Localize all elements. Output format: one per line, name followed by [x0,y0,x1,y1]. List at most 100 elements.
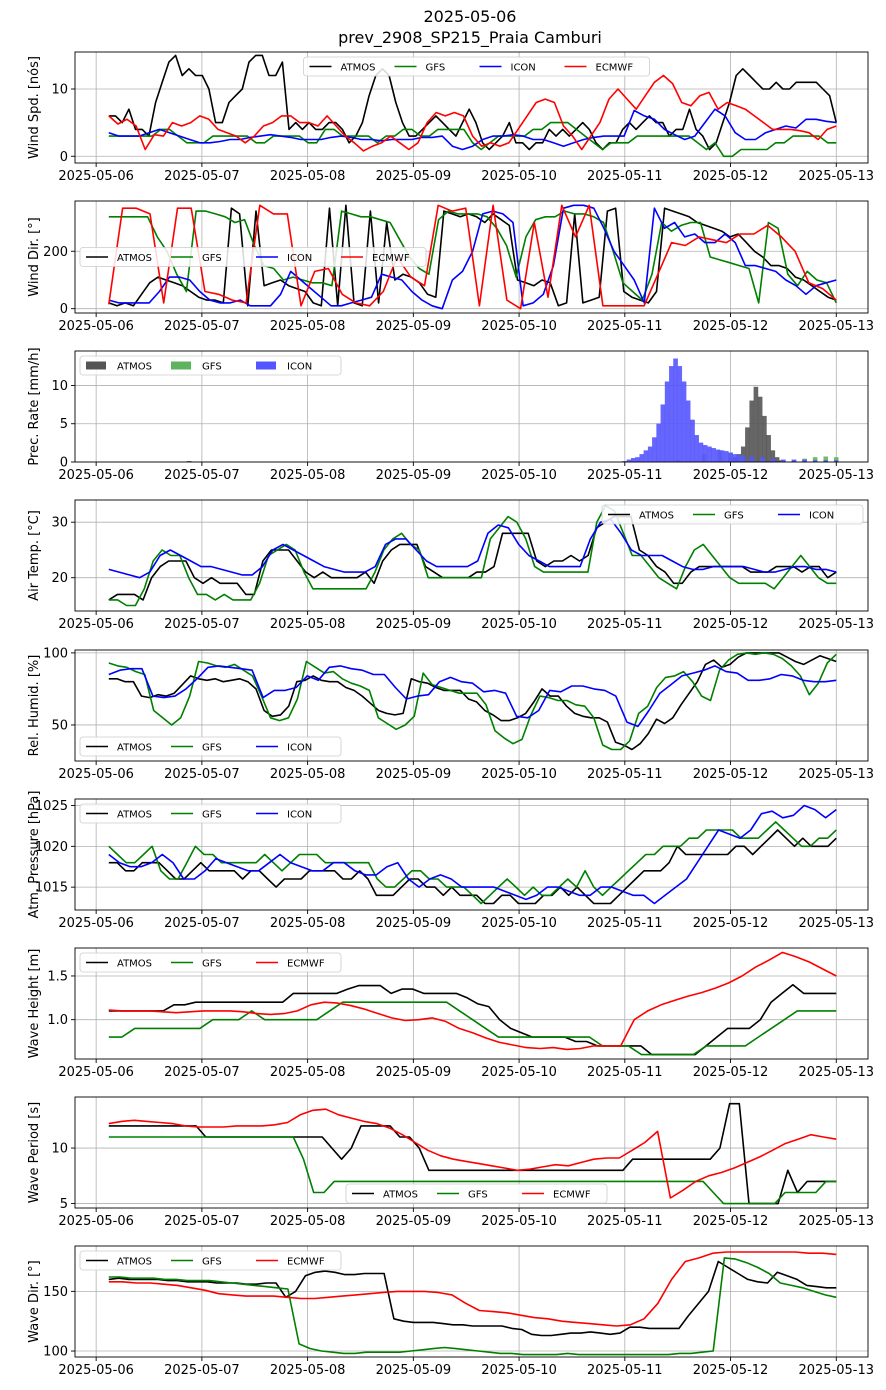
chart-panel-4: 2025-05-06 2025-05-07 2025-05-08 2025-05-09… [27,499,874,632]
grid [75,52,868,163]
bar-icon [724,451,729,463]
x-tick-label: 2025-05-07 [164,916,240,931]
legend-label-gfs: GFS [202,253,222,264]
x-tick-label: 2025-05-13 [798,1214,874,1229]
bar-icon [770,458,776,463]
series-line-icon [108,804,837,905]
x-tick-label: 2025-05-11 [587,319,663,334]
bar-icon [719,450,725,463]
bar-atmos [749,400,754,463]
legend-label-atmos: ATMOS [117,959,152,970]
bar-icon [732,454,738,463]
legend-label-icon: ICON [287,743,312,754]
x-tick-label: 2025-05-08 [270,617,346,632]
x-tick-label: 2025-05-08 [270,767,346,782]
y-tick-label: 1020 [35,840,68,855]
x-tick-label: 2025-05-08 [270,1363,346,1378]
y-tick-label: 50 [51,718,68,733]
legend-swatch-icon [256,361,276,370]
legend-label-icon: ICON [287,362,312,373]
y-tick-label: 200 [43,245,68,260]
series-line-ecmwf [108,204,837,310]
bar-icon [702,445,708,463]
x-tick-label: 2025-05-09 [376,169,452,184]
y-tick-label: 0 [60,456,68,471]
y-axis-label: Wind Spd. [nós] [27,56,42,159]
legend-box [79,355,342,376]
bar-icon [635,457,640,463]
series-line-gfs [108,210,838,304]
legend-label-icon: ICON [809,511,834,522]
x-tick-label: 2025-05-10 [481,1214,557,1229]
legend-label-gfs: GFS [202,743,222,754]
bar-icon [656,423,661,463]
bar-icon [677,366,683,463]
x-tick-label: 2025-05-07 [164,1214,240,1229]
chart-panel-1: 2025-05-06 2025-05-07 2025-05-08 2025-05-09… [27,51,874,184]
title-station: prev_2908_SP215_Praia Camburi [338,28,602,47]
x-tick-label: 2025-05-07 [164,468,240,483]
bar-atmos [745,427,750,463]
series-line-ecmwf [108,951,837,1051]
bar-icon [707,446,712,463]
x-tick-label: 2025-05-10 [481,169,557,184]
x-tick-label: 2025-05-13 [798,767,874,782]
legend-label-ecmwf: ECMWF [287,1257,325,1268]
x-tick-label: 2025-05-10 [481,916,557,931]
legend-label-icon: ICON [511,63,536,74]
x-tick-label: 2025-05-09 [376,468,452,483]
figure-title: 2025-05-06 prev_2908_SP215_Praia Camburi [0,6,886,48]
bar-icon [660,404,666,463]
legend-label-gfs: GFS [202,810,222,821]
legend: ATMOS GFS ICON [79,803,342,824]
series-line-gfs [108,1001,837,1056]
legend-label-atmos: ATMOS [341,63,376,74]
x-tick-label: 2025-05-12 [693,1065,769,1080]
plot-area [108,1102,837,1205]
chart-panel-8: 2025-05-06 2025-05-07 2025-05-08 2025-05-09… [27,1096,874,1229]
x-tick-label: 2025-05-12 [693,617,769,632]
x-tick-label: 2025-05-07 [164,617,240,632]
series-line-icon [108,518,837,579]
x-tick-label: 2025-05-07 [164,319,240,334]
x-tick-label: 2025-05-12 [693,916,769,931]
series-line-atmos [108,204,837,307]
y-tick-label: 1.5 [47,969,68,984]
series-line-atmos [108,515,837,601]
x-tick-label: 2025-05-13 [798,1363,874,1378]
legend: ATMOS GFS ECMWF [79,952,342,973]
legend-swatch-gfs [171,361,191,370]
legend: ATMOS GFS ICON ECMWF [79,247,427,267]
x-tick-label: 2025-05-13 [798,617,874,632]
series-line-gfs [108,652,837,751]
legend-label-gfs: GFS [202,362,222,373]
x-tick-label: 2025-05-13 [798,169,874,184]
x-tick-label: 2025-05-09 [376,1065,452,1080]
legend-label-atmos: ATMOS [383,1190,418,1201]
x-tick-label: 2025-05-06 [58,916,134,931]
legend-label-icon: ICON [287,253,312,264]
legend-box [303,56,650,77]
axes-frame [74,499,869,612]
legend-label-atmos: ATMOS [117,810,152,821]
x-tick-label: 2025-05-13 [798,1065,874,1080]
legend-label-icon: ICON [287,810,312,821]
legend-box [79,247,427,267]
bar-icon [664,381,670,463]
x-tick-label: 2025-05-10 [481,319,557,334]
series-line-gfs [108,1257,837,1356]
legend-label-ecmwf: ECMWF [553,1190,591,1201]
chart-panel-6: 2025-05-06 2025-05-07 2025-05-08 2025-05-09… [27,791,874,931]
axes-frame [74,51,869,164]
series-line-gfs [108,1136,837,1205]
x-tick-label: 2025-05-12 [693,767,769,782]
legend-label-ecmwf: ECMWF [287,959,325,970]
series-line-atmos [108,829,837,905]
legend-swatch-atmos [86,361,106,370]
bar-icon [690,419,695,463]
x-tick-label: 2025-05-10 [481,468,557,483]
bar-icon [673,358,678,463]
x-tick-label: 2025-05-08 [270,1214,346,1229]
y-axis-label: Atm. Pressure [hPa] [27,791,42,919]
